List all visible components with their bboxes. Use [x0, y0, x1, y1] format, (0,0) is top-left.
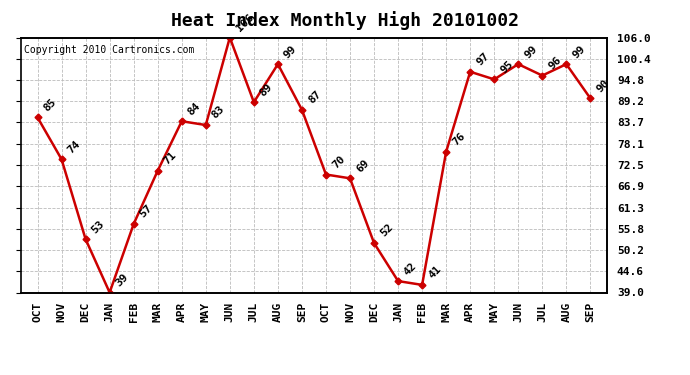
Text: 41: 41 — [426, 264, 443, 281]
Text: 53: 53 — [90, 218, 106, 235]
Text: 52: 52 — [378, 222, 395, 239]
Text: 99: 99 — [282, 44, 299, 60]
Text: 76: 76 — [451, 131, 467, 147]
Text: 84: 84 — [186, 100, 203, 117]
Text: 99: 99 — [571, 44, 587, 60]
Text: 39: 39 — [114, 272, 130, 288]
Text: 69: 69 — [354, 158, 371, 174]
Text: 96: 96 — [546, 55, 563, 71]
Text: 42: 42 — [402, 260, 419, 277]
Text: 70: 70 — [330, 154, 347, 170]
Text: 106: 106 — [234, 12, 255, 33]
Text: 89: 89 — [258, 81, 275, 98]
Text: 85: 85 — [41, 97, 59, 113]
Text: 99: 99 — [522, 44, 539, 60]
Text: 83: 83 — [210, 104, 226, 121]
Text: Copyright 2010 Cartronics.com: Copyright 2010 Cartronics.com — [23, 45, 194, 55]
Text: 97: 97 — [474, 51, 491, 68]
Text: 90: 90 — [595, 78, 611, 94]
Text: Heat Index Monthly High 20101002: Heat Index Monthly High 20101002 — [171, 11, 519, 30]
Text: 71: 71 — [162, 150, 179, 166]
Text: 87: 87 — [306, 89, 323, 106]
Text: 74: 74 — [66, 138, 82, 155]
Text: 57: 57 — [138, 203, 155, 220]
Text: 95: 95 — [498, 58, 515, 75]
